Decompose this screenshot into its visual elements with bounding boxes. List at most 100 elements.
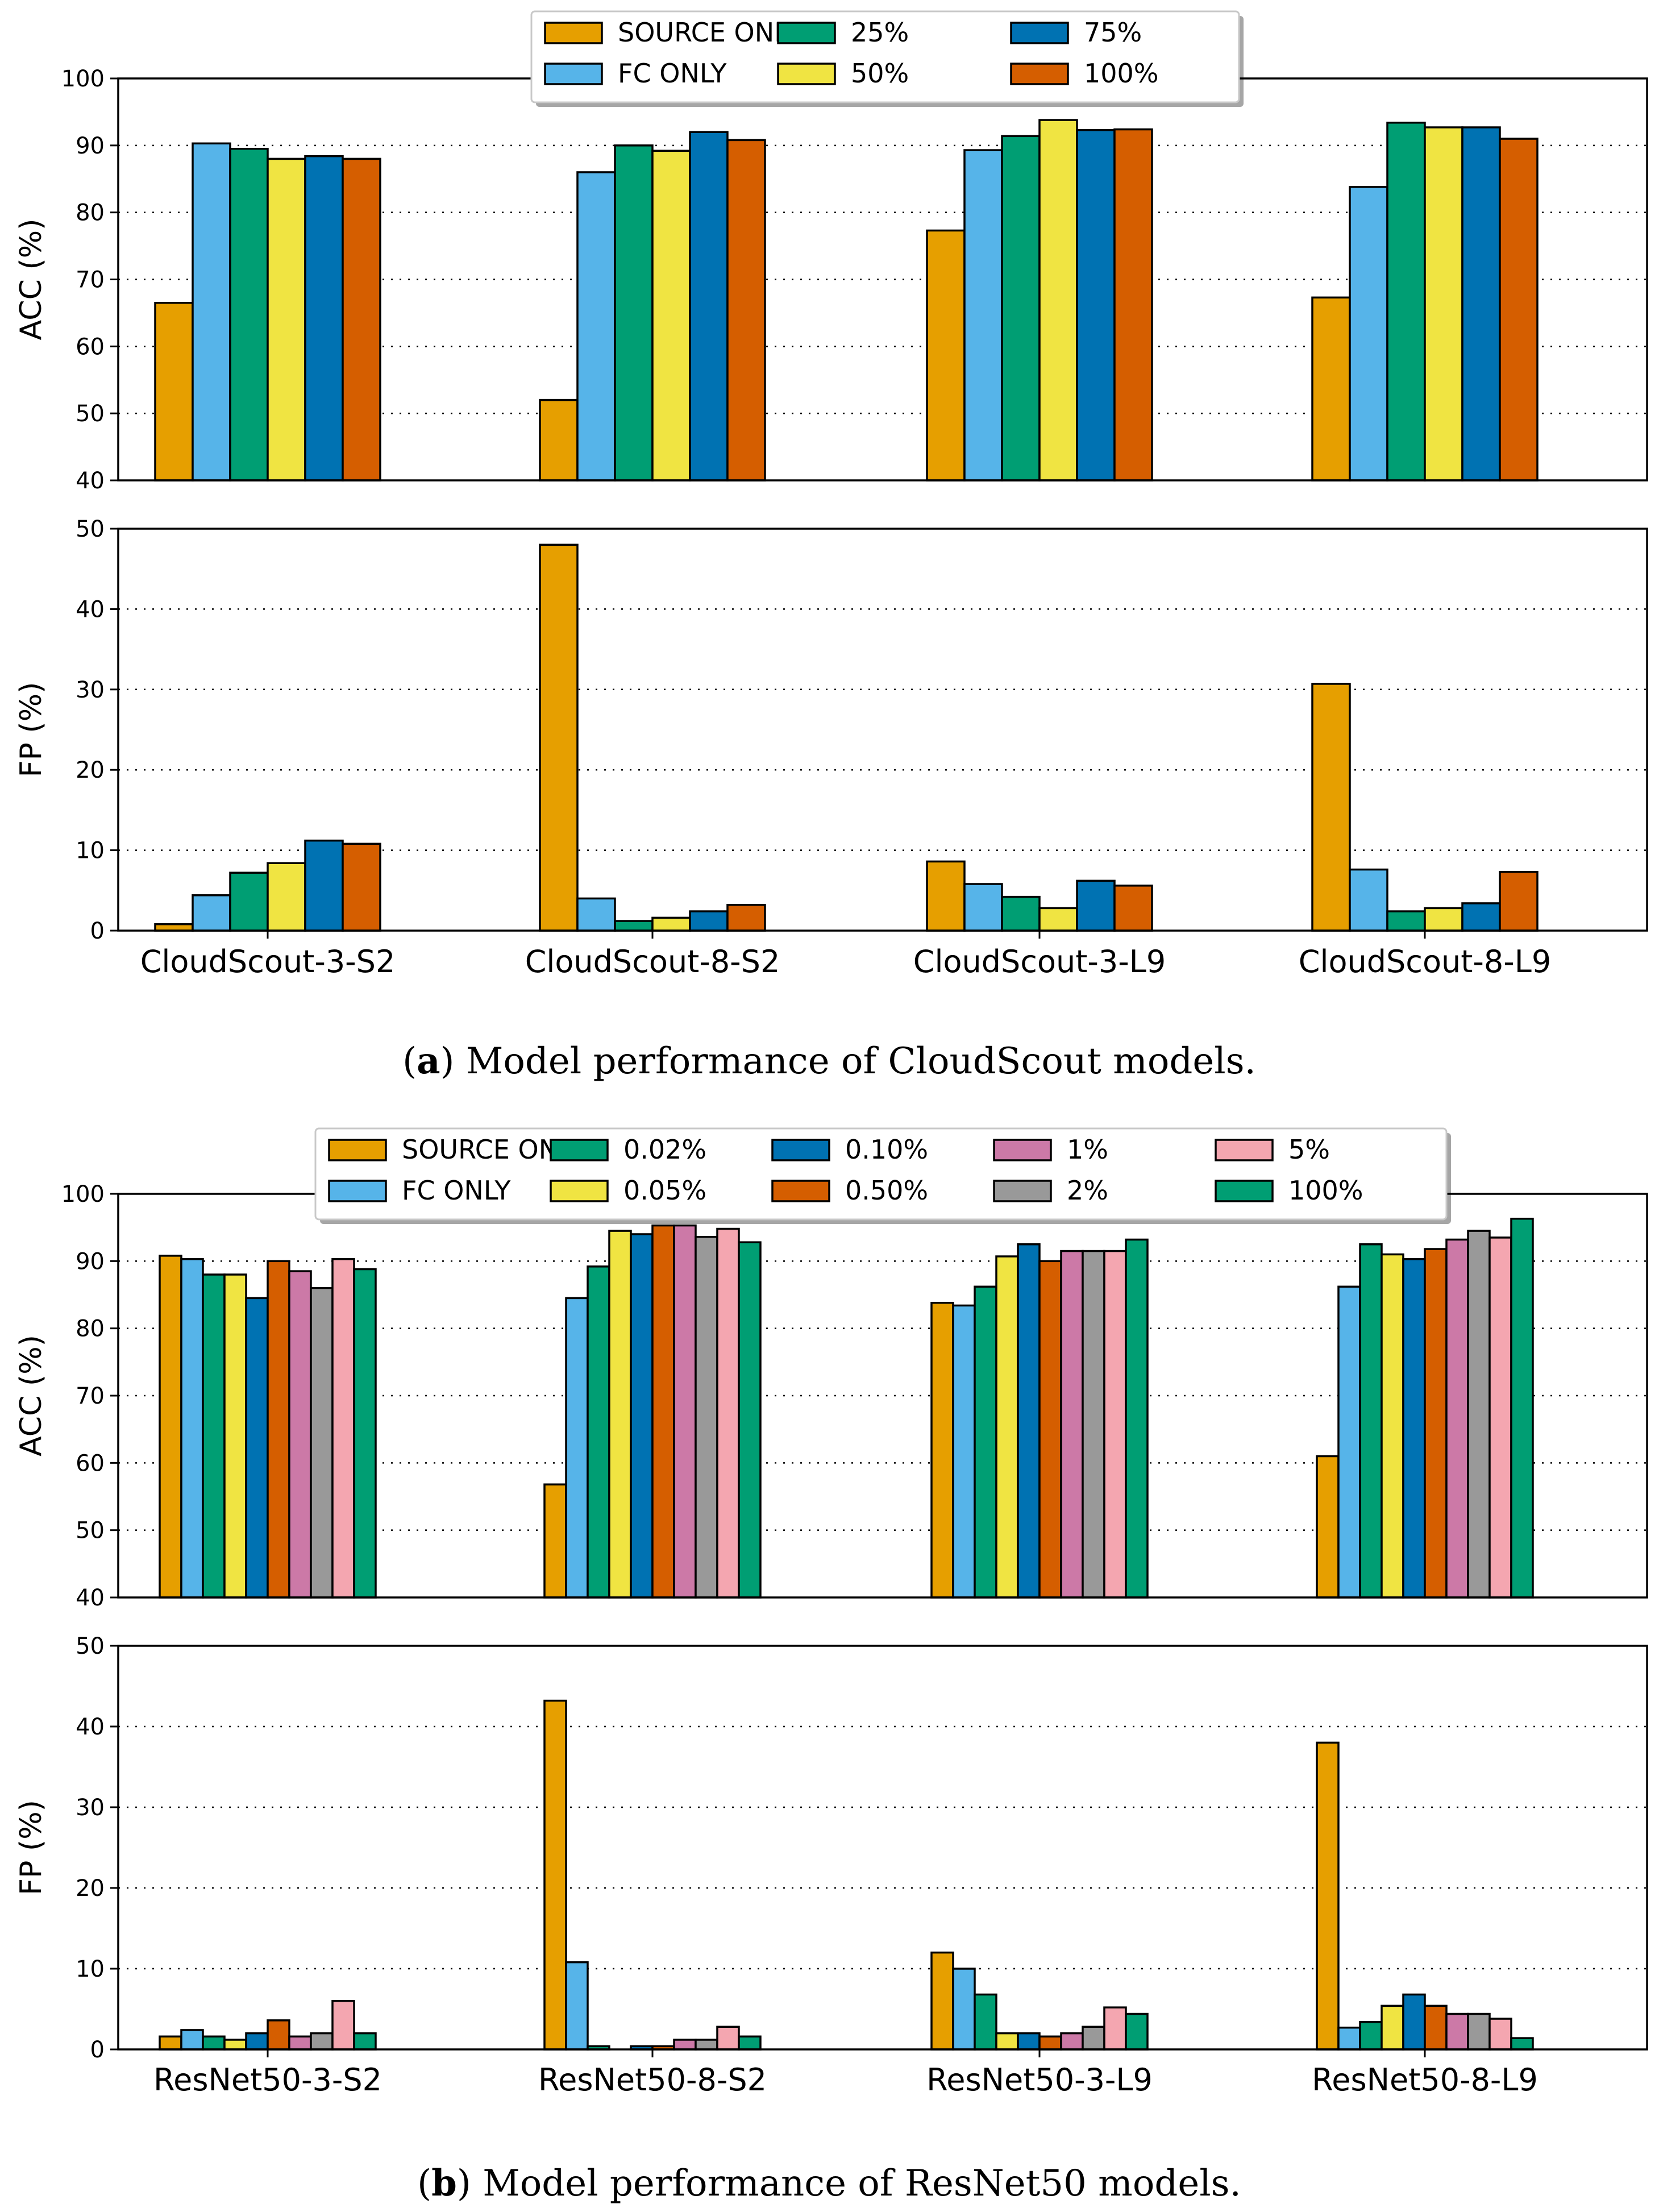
category-label-3-1: ResNet50-8-S2 xyxy=(538,2062,767,2098)
bar-0-3-0 xyxy=(267,157,306,482)
legend-swatch-1-1 xyxy=(328,1180,387,1202)
category-label-1-2: CloudScout-3-L9 xyxy=(913,944,1166,980)
bar-2-8-2 xyxy=(1103,1250,1127,1599)
y-tick-label-1-0: 0 xyxy=(90,918,105,944)
bar-3-1-3 xyxy=(1337,2026,1361,2051)
caption-a-text: Model performance of CloudScout models. xyxy=(455,1040,1256,1082)
bar-1-5-0 xyxy=(342,843,381,932)
bar-1-5-1 xyxy=(726,904,766,932)
legend-swatch-1-6 xyxy=(993,1139,1052,1161)
bar-2-3-2 xyxy=(995,1255,1019,1599)
bar-3-2-2 xyxy=(974,1993,997,2051)
y-tick-label-1-1: 10 xyxy=(76,838,105,864)
y-tick-label-0-3: 70 xyxy=(76,267,105,293)
y-axis-label-3: FP (%) xyxy=(14,1800,48,1895)
caption-b-text: Model performance of ResNet50 models. xyxy=(471,2163,1241,2205)
bar-2-4-1 xyxy=(630,1233,654,1599)
bar-0-4-3 xyxy=(1461,126,1501,482)
bar-0-5-2 xyxy=(1113,128,1153,482)
legend-label-1-7: 2% xyxy=(1067,1175,1108,1206)
caption-a-label: a xyxy=(417,1040,440,1082)
axes-layer xyxy=(110,77,1648,2057)
bar-1-4-3 xyxy=(1461,902,1501,932)
bar-1-3-0 xyxy=(267,862,306,932)
legend-label-0-1: FC ONLY xyxy=(618,58,727,89)
caption-a: (a) Model performance of CloudScout mode… xyxy=(402,1040,1256,1082)
bar-2-0-0 xyxy=(159,1255,182,1599)
legend-label-1-2: 0.02% xyxy=(623,1134,706,1165)
bar-3-9-1 xyxy=(738,2035,762,2051)
bar-1-0-2 xyxy=(926,860,966,932)
bar-2-7-3 xyxy=(1467,1230,1491,1599)
bar-0-2-2 xyxy=(1001,135,1041,482)
caption-b: (b) Model performance of ResNet50 models… xyxy=(417,2162,1241,2205)
bar-1-3-3 xyxy=(1424,907,1463,932)
bar-3-5-0 xyxy=(267,2019,290,2051)
bar-0-3-2 xyxy=(1038,119,1078,482)
legend-label-1-9: 100% xyxy=(1288,1175,1363,1206)
bar-1-2-2 xyxy=(1001,895,1041,932)
legend-swatch-0-1 xyxy=(544,63,603,85)
bar-2-1-0 xyxy=(180,1258,204,1599)
bar-2-4-3 xyxy=(1402,1258,1426,1599)
legend-swatch-1-9 xyxy=(1215,1180,1274,1202)
y-tick-label-3-5: 50 xyxy=(76,1633,105,1659)
bar-3-7-2 xyxy=(1082,2026,1105,2051)
category-label-3-2: ResNet50-3-L9 xyxy=(926,2062,1153,2098)
y-tick-label-0-6: 100 xyxy=(61,66,105,92)
y-tick-label-2-3: 70 xyxy=(76,1383,105,1409)
y-tick-label-0-2: 60 xyxy=(76,334,105,360)
bar-2-9-3 xyxy=(1510,1218,1534,1599)
bar-0-5-0 xyxy=(342,157,381,482)
bar-2-2-1 xyxy=(587,1265,610,1599)
bar-2-7-2 xyxy=(1082,1250,1105,1599)
bar-2-5-0 xyxy=(267,1260,290,1599)
category-label-1-0: CloudScout-3-S2 xyxy=(140,944,396,980)
bar-3-3-3 xyxy=(1381,2005,1404,2051)
category-label-3-0: ResNet50-3-S2 xyxy=(153,2062,382,2098)
y-tick-label-3-0: 0 xyxy=(90,2037,105,2063)
bar-3-2-3 xyxy=(1359,2020,1383,2051)
bar-1-2-3 xyxy=(1386,910,1426,932)
bar-3-6-2 xyxy=(1060,2032,1084,2051)
bar-2-6-2 xyxy=(1060,1250,1084,1599)
bar-1-4-0 xyxy=(304,839,344,932)
bar-1-3-1 xyxy=(651,916,691,932)
legend-swatch-1-5 xyxy=(771,1180,830,1202)
bar-0-4-1 xyxy=(689,131,729,482)
legend-swatch-0-3 xyxy=(777,63,836,85)
bar-3-8-0 xyxy=(331,2000,355,2051)
bar-2-9-0 xyxy=(353,1268,377,1599)
bar-2-1-2 xyxy=(952,1304,976,1599)
category-label-1-1: CloudScout-8-S2 xyxy=(525,944,780,980)
bar-2-2-2 xyxy=(974,1285,997,1599)
legend-label-0-0: SOURCE ONLY xyxy=(618,17,802,48)
bar-3-0-2 xyxy=(930,1951,954,2051)
bar-3-3-0 xyxy=(223,2039,247,2051)
y-axis-label-0: ACC (%) xyxy=(14,219,48,341)
legend-label-0-2: 25% xyxy=(851,17,909,48)
plot-frame-3 xyxy=(117,1645,1648,2051)
y-tick-label-2-5: 90 xyxy=(76,1248,105,1275)
y-tick-label-2-0: 40 xyxy=(76,1585,105,1611)
legend-label-1-1: FC ONLY xyxy=(402,1175,511,1206)
bar-0-5-1 xyxy=(726,139,766,482)
bar-2-1-3 xyxy=(1337,1285,1361,1599)
bar-0-2-0 xyxy=(229,147,269,482)
bar-2-5-2 xyxy=(1038,1260,1062,1599)
bar-3-7-3 xyxy=(1467,2012,1491,2051)
bar-2-0-3 xyxy=(1316,1455,1340,1599)
legend-swatch-1-2 xyxy=(550,1139,609,1161)
bar-0-4-0 xyxy=(304,155,344,482)
legend-swatch-1-3 xyxy=(550,1180,609,1202)
legend-label-1-8: 5% xyxy=(1288,1134,1330,1165)
bar-0-0-0 xyxy=(154,301,194,482)
bar-3-4-3 xyxy=(1402,1993,1426,2051)
caption-b-label: b xyxy=(431,2162,457,2205)
bar-1-0-3 xyxy=(1311,683,1351,932)
y-tick-label-1-4: 40 xyxy=(76,596,105,622)
y-tick-label-2-1: 50 xyxy=(76,1518,105,1544)
